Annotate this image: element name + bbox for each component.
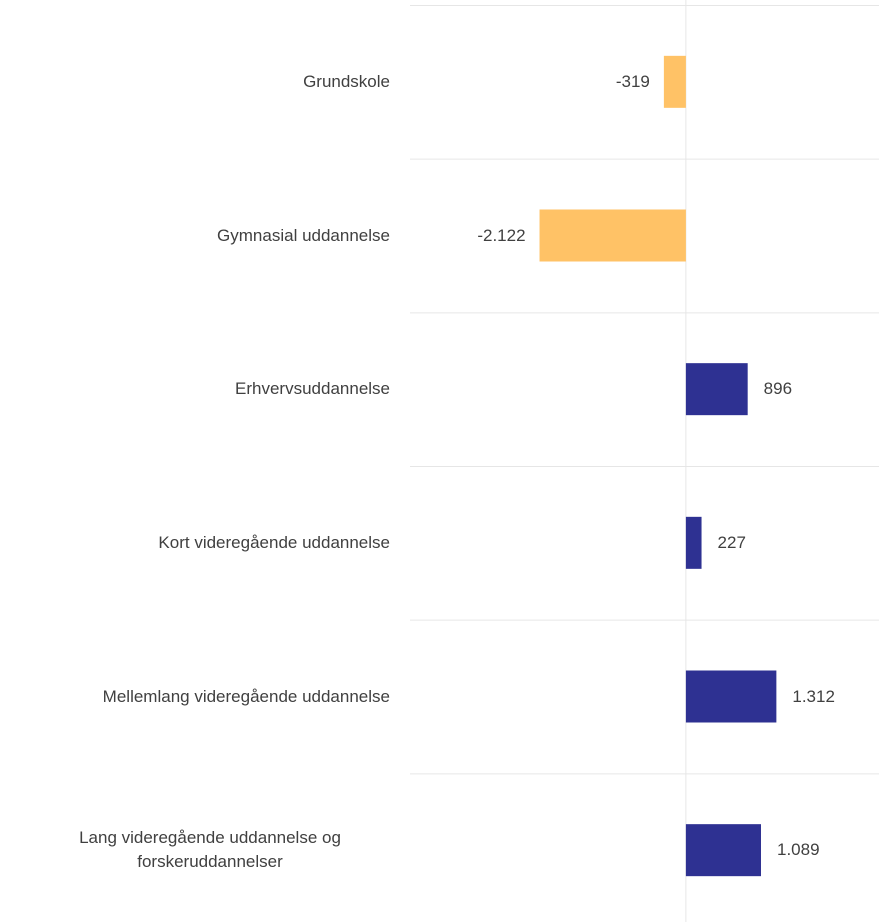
category-label: Gymnasial uddannelse xyxy=(30,224,390,248)
category-label: Kort videregående uddannelse xyxy=(30,531,390,555)
value-label-text: 896 xyxy=(763,379,793,399)
bar xyxy=(539,209,686,262)
category-label-text: Kort videregående uddannelse xyxy=(158,532,390,552)
value-label-text: 1.089 xyxy=(776,840,820,860)
category-label-text: Erhvervsuddannelse xyxy=(235,379,390,399)
category-label-text: Mellemlang videregående uddannelse xyxy=(102,686,390,706)
category-label-text: Grundskole xyxy=(303,71,390,91)
value-label: 1.312 xyxy=(792,687,835,707)
bar xyxy=(685,516,702,569)
category-label-text: Gymnasial uddannelse xyxy=(217,225,390,245)
bar xyxy=(663,55,686,108)
value-label: 227 xyxy=(718,533,746,553)
value-label: 896 xyxy=(764,379,792,399)
value-label-text: 1.312 xyxy=(792,686,835,706)
value-label-text: -319 xyxy=(615,71,650,91)
category-label: Erhvervsuddannelse xyxy=(30,377,390,401)
category-label: Grundskole xyxy=(30,70,390,94)
category-label: Mellemlang videregående uddannelse xyxy=(30,685,390,709)
value-label: -2.122 xyxy=(477,226,525,246)
value-label-text: -2.122 xyxy=(477,225,526,245)
value-label-text: 227 xyxy=(717,532,746,552)
category-label-text: Lang videregående uddannelse og forskeru… xyxy=(79,828,341,872)
category-label: Lang videregående uddannelse og forskeru… xyxy=(30,826,390,874)
bar xyxy=(685,670,777,723)
value-label: 1.089 xyxy=(777,840,820,860)
bar xyxy=(685,824,761,877)
value-label: -319 xyxy=(616,72,650,92)
bar xyxy=(685,363,748,416)
